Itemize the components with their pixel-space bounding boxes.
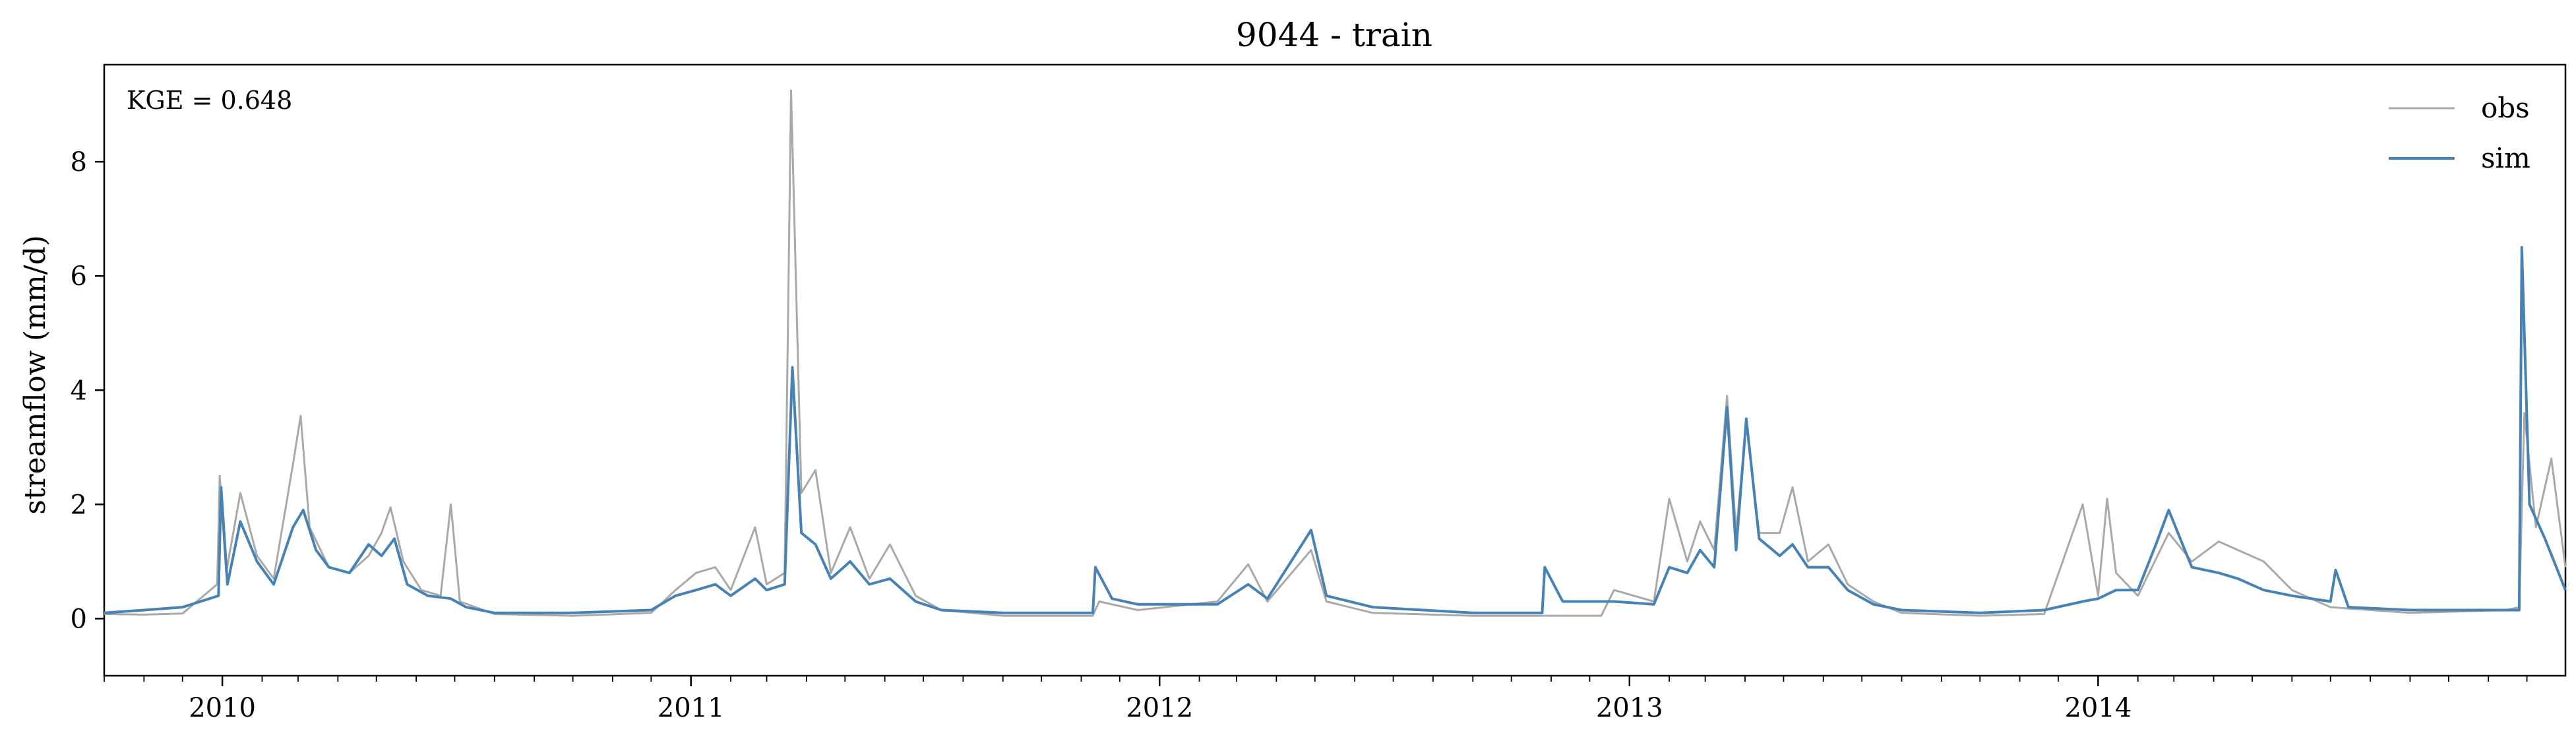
y-tick-label: 0 [71,604,87,634]
legend-label-obs: obs [2481,92,2530,124]
y-tick-label: 8 [71,147,87,178]
y-tick-label: 2 [71,490,87,520]
x-tick-label: 2012 [1126,693,1193,723]
series-line-sim [104,245,2567,614]
y-axis: 0 2 4 6 8 [71,147,104,634]
x-axis: 2010 2011 2012 2013 2014 [104,676,2528,723]
x-tick-label: 2014 [2064,693,2131,723]
chart-title: 9044 - train [1236,16,1432,54]
series-line-obs [104,89,2567,617]
y-tick-label: 6 [71,261,87,292]
legend: obs sim [2389,92,2530,174]
plot-area [104,89,2567,617]
x-tick-label: 2011 [658,693,725,723]
x-tick-label: 2013 [1596,693,1663,723]
x-tick-label: 2010 [189,693,256,723]
y-tick-label: 4 [71,375,87,406]
plot-frame [103,63,2567,677]
legend-label-sim: sim [2481,142,2530,174]
y-axis-label: streamflow (mm/d) [18,235,52,515]
kge-annotation: KGE = 0.648 [127,86,292,115]
